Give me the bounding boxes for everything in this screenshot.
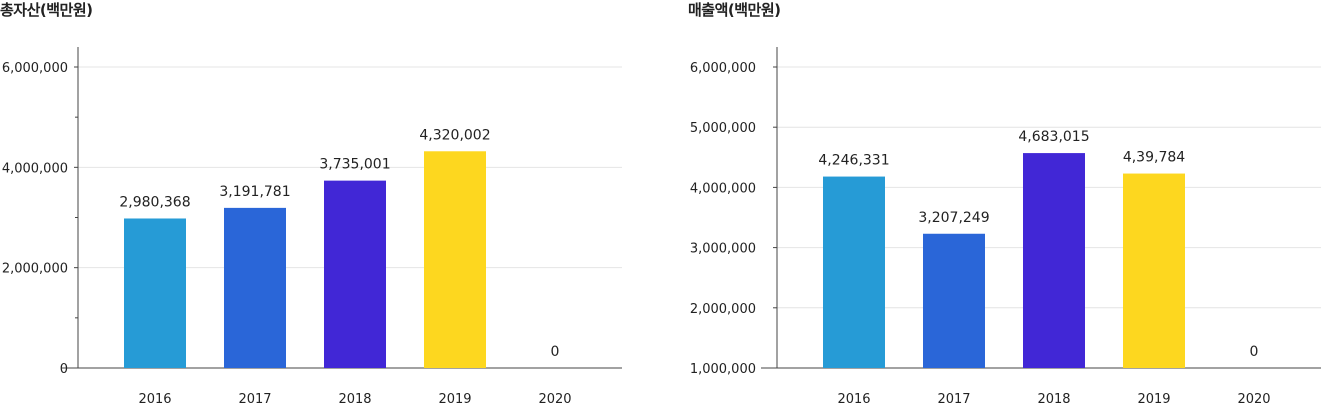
data-label-2019: 4,39,784 — [1123, 150, 1185, 166]
bar-2016 — [124, 218, 186, 368]
total-assets-chart-panel: 총자산(백만원) 0 2,000,000 4,000,000 6,000,000 2,9… — [0, 0, 660, 405]
y-tick-label: 0 — [60, 362, 68, 377]
x-tick-label-2020: 2020 — [538, 392, 571, 405]
data-label-2018: 4,683,015 — [1018, 129, 1089, 145]
chart-title: 총자산(백만원) — [0, 1, 93, 19]
x-tick-label-2017: 2017 — [238, 392, 271, 405]
bar-2019 — [1123, 173, 1185, 368]
y-tick-label: 1,000,000 — [690, 362, 756, 377]
total-assets-chart: 0 2,000,000 4,000,000 6,000,000 2,980,368 201… — [2, 47, 622, 405]
y-tick-label: 6,000,000 — [690, 61, 756, 76]
y-tick-label: 2,000,000 — [2, 262, 68, 277]
y-tick-label: 4,000,000 — [2, 161, 68, 176]
data-label-2018: 3,735,001 — [319, 157, 390, 173]
x-tick-label-2019: 2019 — [438, 392, 471, 405]
x-tick-label-2017: 2017 — [937, 392, 970, 405]
data-label-2016: 4,246,331 — [818, 153, 889, 169]
bar-2018 — [324, 180, 386, 368]
bar-2019 — [424, 151, 486, 368]
data-label-2017: 3,191,781 — [219, 184, 290, 200]
chart-title: 매출액(백만원) — [688, 1, 781, 19]
bar-2018 — [1023, 153, 1085, 368]
y-tick-label: 3,000,000 — [690, 242, 756, 257]
data-label-2020: 0 — [1250, 344, 1259, 360]
x-tick-label-2018: 2018 — [338, 392, 371, 405]
bar-2016 — [823, 176, 885, 368]
bar-2017 — [923, 233, 985, 368]
data-label-2020: 0 — [551, 344, 560, 360]
y-tick-label: 6,000,000 — [2, 61, 68, 76]
y-tick-label: 2,000,000 — [690, 302, 756, 317]
x-tick-label-2018: 2018 — [1037, 392, 1070, 405]
y-tick-label: 4,000,000 — [690, 181, 756, 196]
data-label-2019: 4,320,002 — [419, 127, 490, 143]
x-tick-label-2016: 2016 — [837, 392, 870, 405]
bar-2017 — [224, 207, 286, 368]
revenue-chart-panel: 매출액(백만원) 1,000,000 2,000,000 3,000,000 4,00… — [660, 0, 1321, 405]
x-tick-label-2020: 2020 — [1237, 392, 1270, 405]
data-label-2016: 2,980,368 — [119, 194, 190, 210]
x-tick-label-2019: 2019 — [1137, 392, 1170, 405]
data-label-2017: 3,207,249 — [918, 210, 989, 226]
revenue-chart: 1,000,000 2,000,000 3,000,000 4,000,000 5,00… — [690, 47, 1321, 405]
y-tick-label: 5,000,000 — [690, 121, 756, 136]
x-tick-label-2016: 2016 — [138, 392, 171, 405]
